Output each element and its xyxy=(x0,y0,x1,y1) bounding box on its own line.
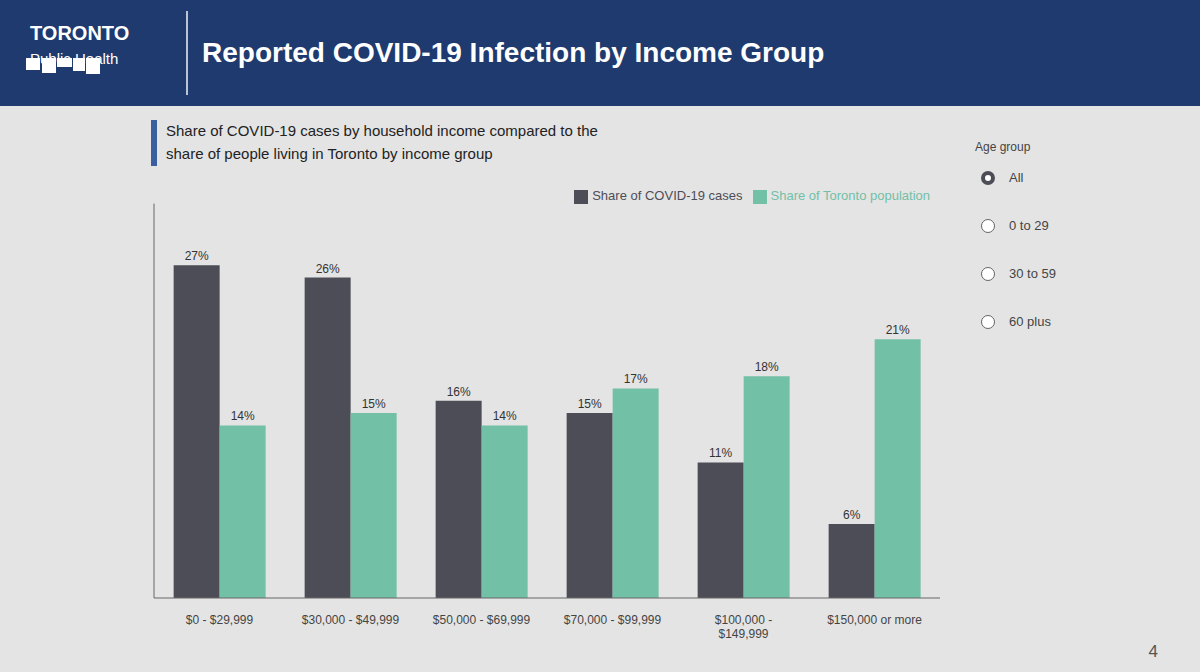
svg-text:21%: 21% xyxy=(886,323,910,337)
svg-text:14%: 14% xyxy=(231,409,255,423)
svg-text:15%: 15% xyxy=(362,397,386,411)
html-text:Reported COVID-19 Infection by: Reported COVID-19 Infection by Income Gr… xyxy=(202,37,825,68)
svg-text:26%: 26% xyxy=(316,262,340,276)
svg-text:18%: 18% xyxy=(755,360,779,374)
html-text:All: All xyxy=(1009,170,1024,185)
svg-text:$70,000 - $99,999: $70,000 - $99,999 xyxy=(564,613,662,627)
svg-text:6%: 6% xyxy=(843,508,861,522)
html-text:30 to 59: 30 to 59 xyxy=(1009,266,1056,281)
svg-text:17%: 17% xyxy=(624,372,648,386)
svg-text:14%: 14% xyxy=(493,409,517,423)
svg-text:11%: 11% xyxy=(709,446,732,460)
svg-text:$150,000 or more: $150,000 or more xyxy=(827,613,922,627)
svg-text:16%: 16% xyxy=(447,385,471,399)
svg-text:$0 - $29,999: $0 - $29,999 xyxy=(186,613,254,627)
html-text:Age group: Age group xyxy=(975,140,1031,154)
html-text:share of people living in Toro: share of people living in Toronto by inc… xyxy=(166,145,493,162)
html-text:0 to 29: 0 to 29 xyxy=(1009,218,1049,233)
html-text:Public Health: Public Health xyxy=(30,50,119,67)
html-text:60 plus: 60 plus xyxy=(1009,314,1051,329)
html-text:Share of COVID-19 cases: Share of COVID-19 cases xyxy=(592,188,743,203)
svg-text:27%: 27% xyxy=(185,249,209,263)
svg-text:$50,000 - $69,999: $50,000 - $69,999 xyxy=(433,613,531,627)
svg-text:$100,000 -$149,999: $100,000 -$149,999 xyxy=(715,613,772,641)
html-text:Share of COVID-19 cases by hou: Share of COVID-19 cases by household inc… xyxy=(166,122,598,139)
svg-text:15%: 15% xyxy=(578,397,602,411)
svg-text:$30,000 - $49,999: $30,000 - $49,999 xyxy=(302,613,400,627)
html-text:TORONTO: TORONTO xyxy=(30,22,130,44)
html-text:Share of Toronto population: Share of Toronto population xyxy=(770,188,930,203)
html-text:4: 4 xyxy=(1148,642,1158,661)
